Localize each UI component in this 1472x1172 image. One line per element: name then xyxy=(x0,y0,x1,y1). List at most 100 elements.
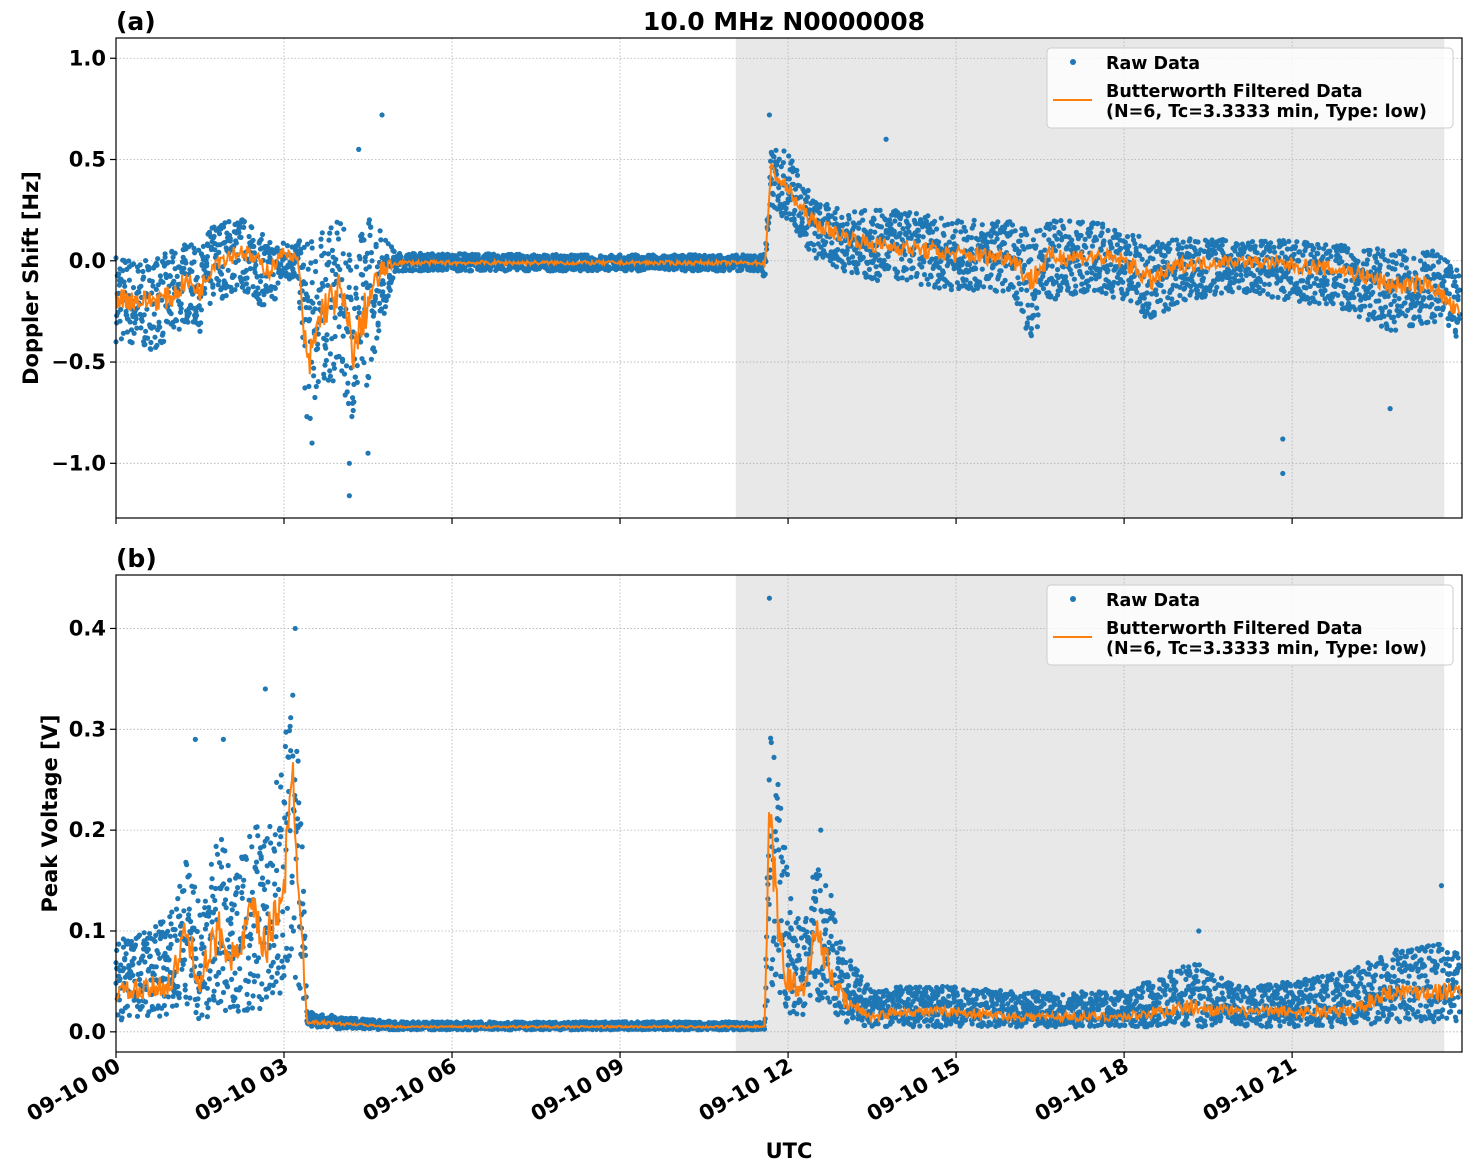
raw-point xyxy=(255,955,262,961)
raw-point xyxy=(381,310,387,316)
raw-point xyxy=(841,262,848,268)
raw-point xyxy=(1429,301,1435,307)
raw-point xyxy=(403,267,409,274)
raw-point xyxy=(920,234,926,240)
raw-point xyxy=(1354,286,1360,293)
raw-point xyxy=(376,288,382,294)
raw-point xyxy=(928,274,934,280)
raw-point xyxy=(313,383,319,390)
raw-point xyxy=(192,884,198,890)
raw-point xyxy=(264,836,270,842)
raw-point xyxy=(167,273,173,279)
raw-point xyxy=(1040,286,1047,292)
raw-point xyxy=(227,236,233,242)
raw-point xyxy=(323,357,329,364)
raw-point xyxy=(1316,245,1322,251)
raw-point xyxy=(973,266,979,272)
raw-point xyxy=(390,275,396,281)
raw-point xyxy=(338,310,344,316)
raw-point xyxy=(273,979,279,985)
raw-point xyxy=(350,407,356,414)
raw-point xyxy=(1393,260,1399,267)
raw-point xyxy=(1313,276,1319,282)
raw-point xyxy=(234,282,240,288)
raw-point xyxy=(176,995,182,1001)
raw-point xyxy=(240,883,246,889)
raw-point xyxy=(854,245,860,251)
raw-point xyxy=(276,886,282,893)
raw-point xyxy=(260,882,266,888)
raw-point xyxy=(1335,292,1341,298)
raw-point xyxy=(197,328,203,334)
raw-point xyxy=(378,237,384,243)
raw-point xyxy=(165,259,171,265)
raw-point xyxy=(209,876,215,882)
raw-point xyxy=(1403,256,1409,262)
raw-point xyxy=(161,338,167,344)
raw-point xyxy=(870,221,876,227)
raw-point xyxy=(153,964,159,970)
raw-point xyxy=(1343,278,1349,284)
raw-point xyxy=(963,277,969,283)
raw-point xyxy=(945,221,951,227)
raw-point xyxy=(324,332,330,338)
raw-point xyxy=(1311,245,1317,251)
raw-point xyxy=(371,302,377,308)
raw-point xyxy=(1362,303,1368,309)
raw-point xyxy=(182,957,188,963)
raw-point xyxy=(1195,239,1201,245)
raw-point xyxy=(1364,257,1370,263)
raw-point xyxy=(131,330,137,336)
raw-point xyxy=(994,236,1000,242)
raw-point xyxy=(185,319,191,325)
raw-point xyxy=(883,136,889,142)
raw-point xyxy=(143,328,149,334)
raw-point xyxy=(178,306,184,312)
raw-point xyxy=(314,294,320,300)
raw-point xyxy=(257,278,264,285)
legend-entry: Raw Data xyxy=(1106,54,1200,74)
raw-point xyxy=(332,333,338,340)
raw-point xyxy=(888,221,894,227)
raw-point xyxy=(327,351,333,357)
raw-point xyxy=(298,821,304,827)
raw-point xyxy=(368,224,374,230)
raw-point xyxy=(841,268,848,274)
raw-point xyxy=(949,221,955,227)
raw-point xyxy=(212,906,219,912)
raw-point xyxy=(267,823,273,830)
raw-point xyxy=(244,991,250,998)
raw-point xyxy=(186,906,192,912)
raw-point xyxy=(884,235,891,241)
raw-point xyxy=(202,926,208,932)
raw-point xyxy=(231,273,237,279)
raw-point xyxy=(250,993,256,999)
raw-point xyxy=(869,235,875,241)
raw-point xyxy=(792,207,798,214)
raw-point xyxy=(343,363,350,369)
raw-point xyxy=(323,337,329,343)
raw-point xyxy=(218,836,225,843)
raw-point xyxy=(246,1000,252,1006)
raw-point xyxy=(840,222,846,228)
raw-point xyxy=(151,311,157,317)
raw-point xyxy=(195,898,201,904)
raw-point xyxy=(207,300,213,306)
raw-point xyxy=(321,250,327,256)
raw-point xyxy=(908,274,914,280)
raw-point xyxy=(356,305,362,311)
raw-point xyxy=(165,928,171,934)
raw-point xyxy=(253,262,259,268)
raw-point xyxy=(1455,297,1461,303)
raw-point xyxy=(211,988,217,994)
raw-point xyxy=(225,937,231,943)
raw-point xyxy=(377,228,383,234)
raw-point xyxy=(218,271,225,277)
raw-point xyxy=(239,279,245,285)
raw-point xyxy=(1432,313,1438,319)
raw-point xyxy=(159,297,165,303)
raw-point xyxy=(140,953,146,959)
raw-point xyxy=(253,859,260,865)
y-tick-label: 0.0 xyxy=(69,249,106,273)
